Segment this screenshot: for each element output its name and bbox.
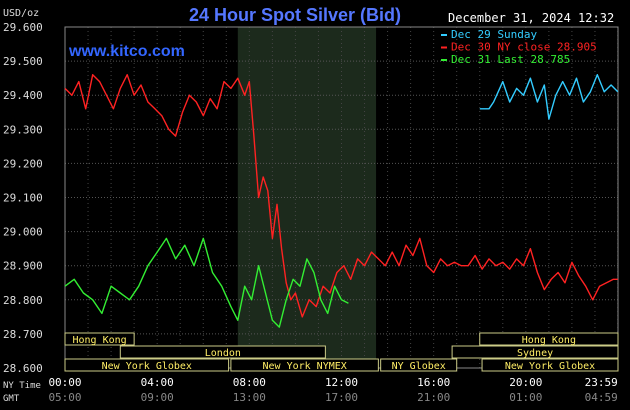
legend-label: Dec 29 Sunday	[451, 28, 537, 41]
y-tick-label: 29.300	[3, 123, 43, 136]
legend-swatch	[441, 59, 447, 61]
legend-swatch	[441, 46, 447, 49]
x-tick-label-ny: 20:00	[509, 376, 542, 389]
legend-swatch	[441, 34, 447, 36]
y-tick-label: 29.200	[3, 157, 43, 170]
series-line	[479, 73, 619, 120]
y-tick-label: 29.600	[3, 21, 43, 34]
y-tick-label: 29.400	[3, 89, 43, 102]
timestamp: December 31, 2024 12:32	[448, 11, 614, 25]
series-line	[64, 73, 618, 318]
y-tick-label: 28.700	[3, 328, 43, 341]
session-label: NY Globex	[392, 361, 446, 372]
session-bar	[380, 358, 458, 372]
x-tick-label-ny: 00:00	[48, 376, 81, 389]
x-tick-label-gmt: 09:00	[141, 391, 174, 404]
x-tick-label-ny: 04:00	[141, 376, 174, 389]
session-bar	[64, 358, 230, 372]
session-bar	[451, 345, 619, 359]
ny-time-row-label: NY Time	[3, 381, 41, 391]
session-bar	[119, 345, 326, 359]
x-tick-label-gmt: 04:59	[585, 391, 618, 404]
session-label: New York Globex	[102, 361, 192, 372]
series-line	[64, 237, 349, 328]
session-bar	[230, 358, 379, 372]
y-tick-label: 29.500	[3, 55, 43, 68]
x-tick-label-ny: 16:00	[417, 376, 450, 389]
session-bar	[481, 358, 619, 372]
gmt-row-label: GMT	[3, 394, 20, 404]
session-label: Sydney	[517, 348, 553, 359]
x-tick-label-ny: 12:00	[325, 376, 358, 389]
x-tick-label-gmt: 13:00	[233, 391, 266, 404]
x-tick-label-gmt: 21:00	[417, 391, 450, 404]
legend-label: Dec 30 NY close 28.905	[451, 41, 597, 54]
y-tick-label: 29.000	[3, 226, 43, 239]
session-label: Hong Kong	[522, 335, 576, 346]
chart-title: 24 Hour Spot Silver (Bid)	[189, 5, 401, 25]
session-label: London	[205, 348, 241, 359]
y-tick-label: 28.800	[3, 294, 43, 307]
session-label: New York NYMEX	[262, 361, 346, 372]
x-tick-label-gmt: 17:00	[325, 391, 358, 404]
x-tick-label-ny: 23:59	[585, 376, 618, 389]
x-tick-label-gmt: 05:00	[48, 391, 81, 404]
y-axis-label: USD/oz	[3, 8, 39, 19]
session-bar	[479, 332, 619, 346]
legend-label: Dec 31 Last 28.785	[451, 53, 570, 66]
session-label: Hong Kong	[72, 335, 126, 346]
session-bar	[64, 332, 135, 346]
y-tick-label: 28.600	[3, 362, 43, 375]
session-label: New York Globex	[505, 361, 595, 372]
y-tick-label: 29.100	[3, 192, 43, 205]
y-tick-label: 28.900	[3, 260, 43, 273]
kitco-watermark: www.kitco.com	[68, 43, 185, 60]
x-tick-label-ny: 08:00	[233, 376, 266, 389]
x-tick-label-gmt: 01:00	[509, 391, 542, 404]
